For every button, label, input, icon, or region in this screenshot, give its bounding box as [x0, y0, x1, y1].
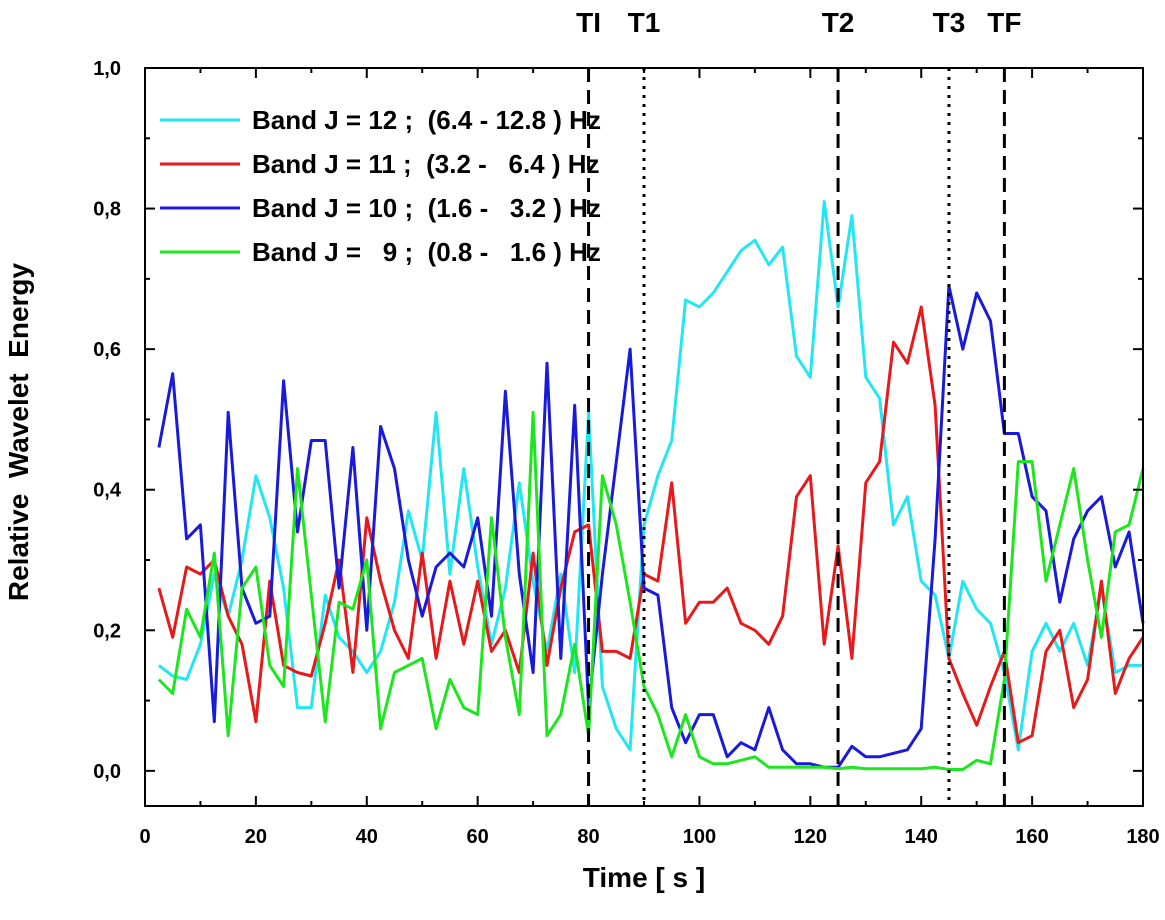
legend-label-2: Band J = 11 ; (3.2 - 6.4 ) Hz: [252, 149, 600, 179]
y-tick-label: 0,4: [93, 480, 122, 502]
y-tick-label: 1,0: [93, 58, 121, 80]
x-tick-label: 100: [683, 826, 716, 848]
x-tick-label: 20: [245, 826, 267, 848]
series-layer: [157, 200, 1145, 771]
legend-label-1: Band J = 12 ; (6.4 - 12.8 ) Hz: [252, 105, 601, 135]
event-label-ti: TI: [576, 7, 601, 38]
series-line-3: [157, 284, 1145, 769]
event-marker-layer: TI T1 T2 T3 TF: [576, 7, 1021, 806]
legend: Band J = 12 ; (6.4 - 12.8 ) Hz Band J = 1…: [160, 105, 601, 267]
series-line-4: [157, 410, 1145, 771]
y-tick-label: 0,6: [93, 339, 121, 361]
x-tick-label: 0: [139, 826, 150, 848]
x-tick-label: 80: [577, 826, 599, 848]
x-tick-label: 180: [1126, 826, 1159, 848]
y-tick-label: 0,0: [93, 761, 121, 783]
y-axis-title: Relative Wavelet Energy: [3, 262, 34, 601]
series-line-2: [157, 305, 1145, 745]
x-tick-label: 120: [794, 826, 827, 848]
y-tick-label: 0,8: [93, 199, 121, 221]
event-label-t3: T3: [933, 7, 966, 38]
x-tick-label: 60: [467, 826, 489, 848]
x-tick-label: 140: [905, 826, 938, 848]
event-label-t1: T1: [628, 7, 661, 38]
event-label-t2: T2: [822, 7, 855, 38]
x-tick-label: 40: [356, 826, 378, 848]
legend-label-3: Band J = 10 ; (1.6 - 3.2 ) Hz: [252, 193, 601, 223]
tick-layer: 0 20 40 60 80 100 120 140 160 180 0,0 0,2 0,4 0,6 0,8 1…: [93, 58, 1160, 848]
x-axis-title: Time [ s ]: [583, 862, 705, 893]
event-label-tf: TF: [987, 7, 1021, 38]
legend-label-4: Band J = 9 ; (0.8 - 1.6 ) Hz: [252, 237, 601, 267]
x-tick-label: 160: [1015, 826, 1048, 848]
y-tick-label: 0,2: [93, 620, 121, 642]
series-line-1: [157, 200, 1143, 752]
